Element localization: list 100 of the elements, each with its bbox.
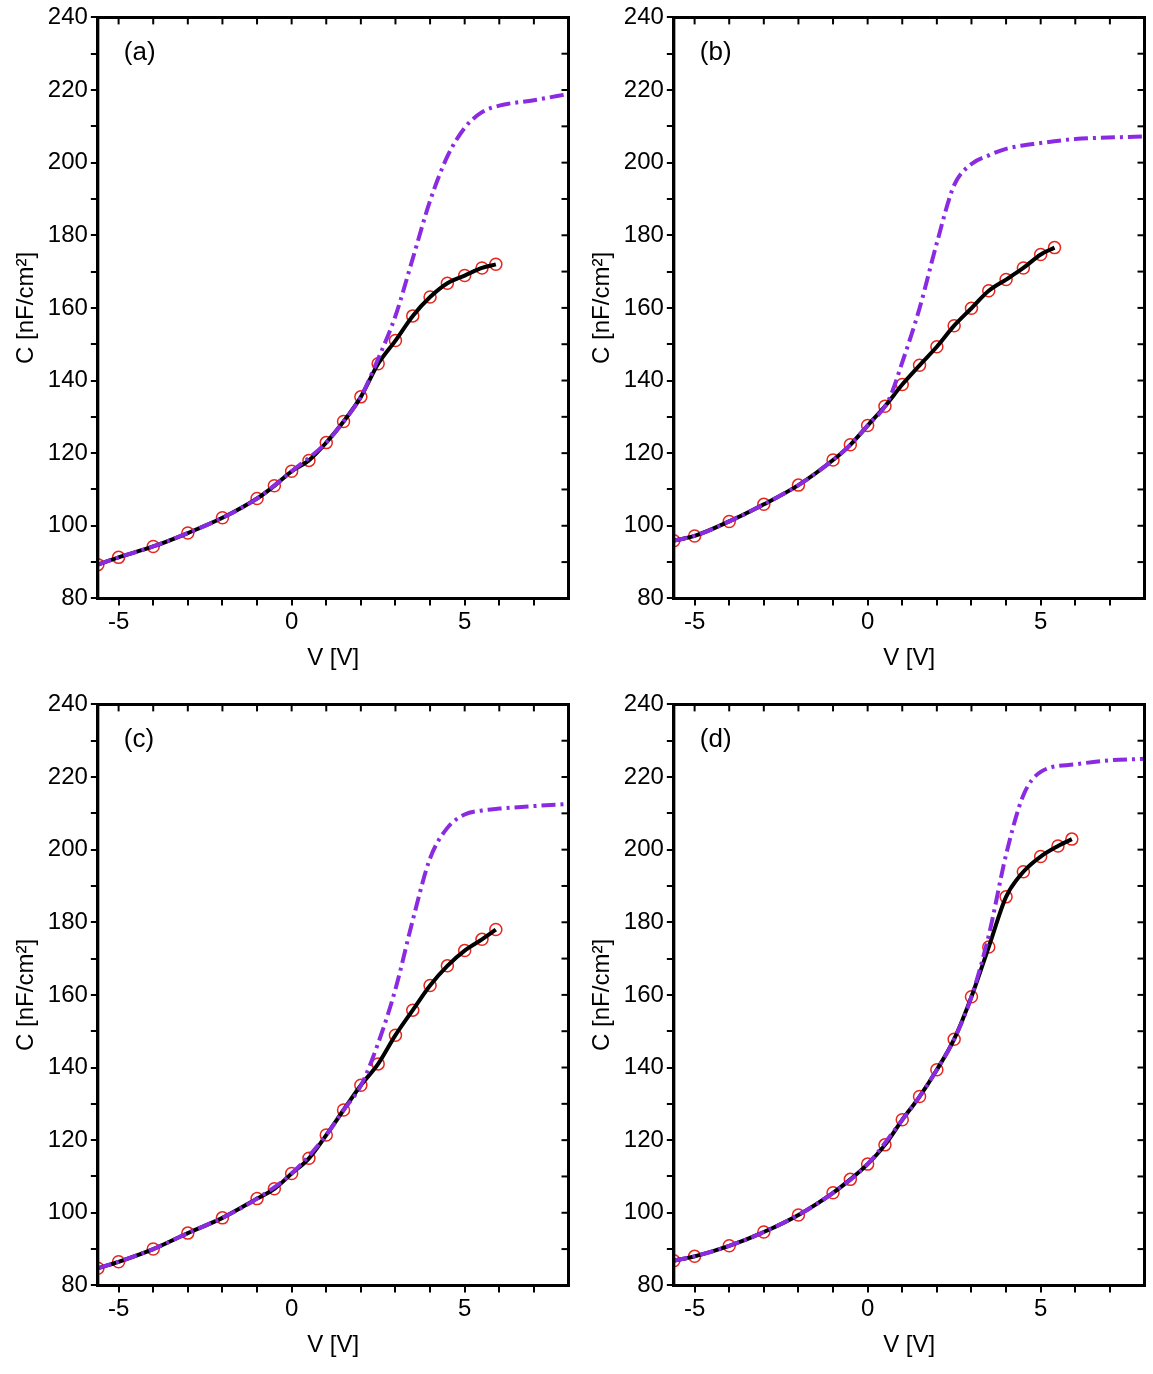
y-tick-label: 140 xyxy=(623,365,664,393)
y-tick-label: 180 xyxy=(623,219,664,247)
point xyxy=(354,390,368,404)
point xyxy=(267,1182,282,1196)
point xyxy=(964,989,979,1004)
point xyxy=(423,290,437,304)
y-axis-title: C [nF/cm²] xyxy=(587,938,615,1051)
point xyxy=(250,491,264,506)
point xyxy=(406,1003,420,1017)
point xyxy=(302,1151,316,1166)
point xyxy=(1016,865,1031,879)
y-tick-label: 100 xyxy=(623,510,664,538)
y-tick-label: 240 xyxy=(623,2,664,30)
x-tick-label: 5 xyxy=(1034,1294,1048,1322)
y-tick-label: 160 xyxy=(47,292,88,320)
point xyxy=(757,1225,771,1239)
point xyxy=(1033,849,1048,864)
point xyxy=(489,257,503,272)
point xyxy=(215,1211,230,1225)
x-axis-title: V [V] xyxy=(307,643,360,671)
point xyxy=(284,464,299,479)
point xyxy=(843,438,858,452)
point xyxy=(722,514,736,529)
point xyxy=(1033,247,1048,262)
y-tick-label: 80 xyxy=(61,583,88,611)
y-tick-label: 240 xyxy=(47,2,88,30)
y-tick-label: 120 xyxy=(623,437,664,465)
point xyxy=(947,318,961,333)
annotation: (a) xyxy=(123,35,156,66)
point xyxy=(440,959,455,973)
point xyxy=(999,272,1013,287)
point xyxy=(267,479,282,493)
point xyxy=(1047,240,1062,255)
point xyxy=(181,1226,195,1240)
point xyxy=(371,357,385,371)
x-tick-label: 5 xyxy=(458,1294,472,1322)
point xyxy=(1016,261,1031,275)
point xyxy=(111,550,126,565)
y-tick-label: 220 xyxy=(623,74,664,102)
y-tick-label: 80 xyxy=(637,1270,664,1298)
point xyxy=(111,1255,126,1269)
point xyxy=(912,358,927,373)
point xyxy=(1051,839,1065,853)
y-tick-label: 200 xyxy=(47,834,88,862)
point xyxy=(319,435,333,450)
point xyxy=(354,1078,368,1093)
point xyxy=(964,301,979,316)
point xyxy=(878,399,892,414)
annotation: (d) xyxy=(699,722,732,753)
point xyxy=(982,940,996,954)
y-tick-label: 100 xyxy=(47,510,88,538)
point xyxy=(388,1028,403,1042)
point xyxy=(722,1239,736,1253)
point xyxy=(146,1242,160,1256)
point xyxy=(457,268,472,283)
point xyxy=(302,453,316,468)
y-tick-label: 180 xyxy=(47,906,88,934)
y-tick-label: 200 xyxy=(47,147,88,175)
y-tick-label: 100 xyxy=(623,1197,664,1225)
point xyxy=(930,1062,944,1077)
x-axis-title: V [V] xyxy=(307,1330,360,1358)
point xyxy=(791,1208,806,1222)
x-tick-label: -5 xyxy=(683,1294,706,1322)
x-tick-label: 5 xyxy=(458,607,472,635)
point xyxy=(791,478,806,492)
point xyxy=(826,453,840,467)
point xyxy=(687,529,702,543)
y-tick-label: 140 xyxy=(623,1052,664,1080)
point xyxy=(215,511,230,525)
x-tick-label: 0 xyxy=(284,1294,299,1322)
y-tick-label: 160 xyxy=(623,979,664,1007)
point xyxy=(489,922,503,937)
y-axis-title: C [nF/cm²] xyxy=(587,251,615,364)
y-tick-label: 180 xyxy=(623,906,664,934)
y-tick-label: 240 xyxy=(623,689,664,717)
point xyxy=(860,1157,875,1171)
y-tick-label: 220 xyxy=(47,761,88,789)
point xyxy=(999,890,1013,904)
point xyxy=(895,377,909,392)
y-tick-label: 140 xyxy=(47,1052,88,1080)
point xyxy=(371,1057,385,1071)
point xyxy=(475,932,489,947)
point xyxy=(423,978,437,993)
y-tick-label: 120 xyxy=(47,437,88,465)
point xyxy=(388,333,403,348)
y-tick-label: 220 xyxy=(47,74,88,102)
y-tick-label: 120 xyxy=(47,1124,88,1152)
point xyxy=(457,943,472,958)
y-tick-label: 80 xyxy=(637,583,664,611)
y-tick-label: 160 xyxy=(623,292,664,320)
x-tick-label: 0 xyxy=(860,1294,875,1322)
point xyxy=(319,1128,333,1142)
y-tick-label: 200 xyxy=(623,147,664,175)
y-axis-title: C [nF/cm²] xyxy=(11,938,39,1051)
y-tick-label: 160 xyxy=(47,979,88,1007)
x-tick-label: -5 xyxy=(107,607,130,635)
x-axis-title: V [V] xyxy=(883,643,936,671)
point xyxy=(687,1249,702,1264)
point xyxy=(440,276,455,290)
x-axis-title: V [V] xyxy=(883,1330,936,1358)
